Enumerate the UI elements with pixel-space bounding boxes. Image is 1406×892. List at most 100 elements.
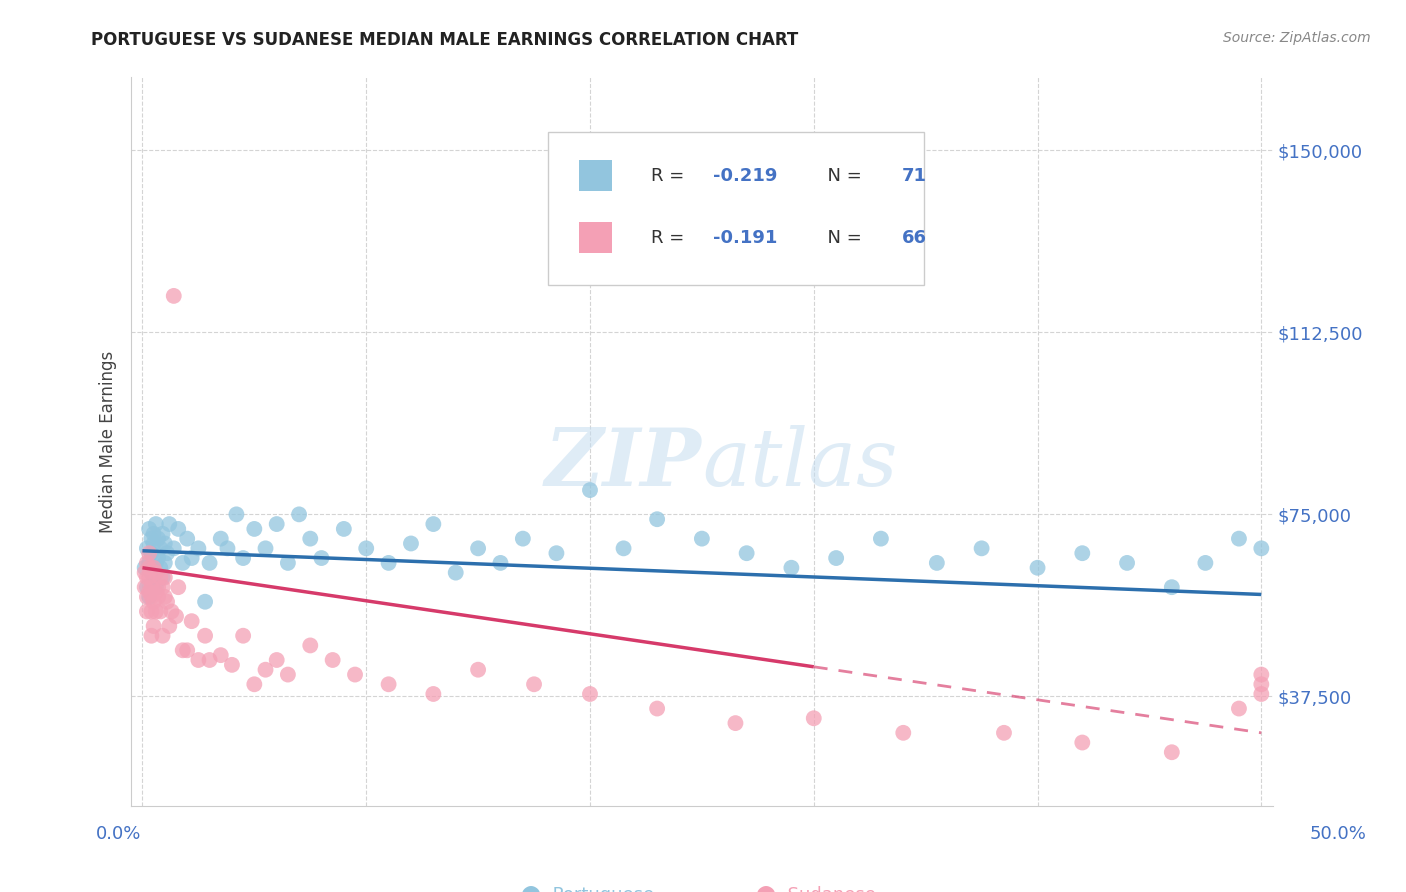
Point — [1160, 580, 1182, 594]
Point — [172, 643, 194, 657]
Point — [142, 536, 165, 550]
Point — [311, 551, 333, 566]
Point — [141, 604, 163, 618]
Point — [135, 556, 157, 570]
Point — [467, 541, 489, 556]
Point — [149, 541, 172, 556]
Y-axis label: Median Male Earnings: Median Male Earnings — [100, 351, 117, 533]
Point — [138, 585, 160, 599]
Text: ⬤  Sudanese: ⬤ Sudanese — [756, 886, 876, 892]
Point — [422, 687, 444, 701]
Point — [217, 541, 239, 556]
Point — [157, 619, 180, 633]
Point — [266, 653, 288, 667]
Point — [146, 590, 169, 604]
Point — [176, 643, 198, 657]
Point — [354, 541, 377, 556]
Point — [172, 556, 194, 570]
Point — [1250, 541, 1272, 556]
Point — [803, 711, 825, 725]
Point — [149, 561, 172, 575]
Text: 0.0%: 0.0% — [96, 825, 141, 843]
Point — [780, 561, 803, 575]
Point — [141, 532, 163, 546]
Point — [134, 561, 156, 575]
Point — [152, 580, 174, 594]
Point — [176, 532, 198, 546]
Point — [232, 551, 254, 566]
Point — [333, 522, 356, 536]
Point — [993, 726, 1015, 740]
Point — [135, 541, 157, 556]
Point — [142, 526, 165, 541]
Point — [146, 580, 169, 594]
Point — [209, 648, 232, 662]
Point — [160, 604, 183, 618]
Point — [152, 570, 174, 584]
Point — [194, 629, 217, 643]
Text: 66: 66 — [901, 228, 927, 247]
Point — [167, 522, 190, 536]
Point — [1227, 532, 1250, 546]
Point — [141, 546, 163, 560]
Text: R =: R = — [651, 167, 689, 185]
Point — [1026, 561, 1049, 575]
Text: Source: ZipAtlas.com: Source: ZipAtlas.com — [1223, 31, 1371, 45]
Text: PORTUGUESE VS SUDANESE MEDIAN MALE EARNINGS CORRELATION CHART: PORTUGUESE VS SUDANESE MEDIAN MALE EARNI… — [91, 31, 799, 49]
Point — [444, 566, 467, 580]
Point — [153, 536, 176, 550]
Text: -0.219: -0.219 — [713, 167, 778, 185]
Text: N =: N = — [815, 228, 868, 247]
Point — [152, 526, 174, 541]
Text: 50.0%: 50.0% — [1310, 825, 1367, 843]
Point — [970, 541, 993, 556]
Point — [1071, 546, 1094, 560]
Point — [156, 546, 179, 560]
Point — [288, 508, 311, 522]
Point — [243, 522, 266, 536]
Point — [156, 595, 179, 609]
Point — [194, 595, 217, 609]
Point — [152, 629, 174, 643]
Point — [134, 580, 156, 594]
Point — [141, 566, 163, 580]
Point — [145, 604, 167, 618]
Point — [221, 657, 243, 672]
Point — [299, 639, 322, 653]
Point — [690, 532, 713, 546]
Text: N =: N = — [815, 167, 868, 185]
Point — [141, 629, 163, 643]
Point — [645, 701, 668, 715]
Point — [266, 517, 288, 532]
Point — [135, 580, 157, 594]
Point — [1194, 556, 1216, 570]
Point — [135, 590, 157, 604]
Point — [277, 667, 299, 681]
Text: -0.191: -0.191 — [713, 228, 778, 247]
Point — [141, 580, 163, 594]
Point — [1116, 556, 1139, 570]
Point — [145, 585, 167, 599]
Point — [163, 289, 186, 303]
Point — [225, 508, 247, 522]
Point — [138, 570, 160, 584]
Bar — [579, 222, 612, 253]
Point — [467, 663, 489, 677]
Point — [141, 590, 163, 604]
Point — [165, 609, 187, 624]
Point — [145, 556, 167, 570]
Point — [523, 677, 546, 691]
Point — [209, 532, 232, 546]
Point — [243, 677, 266, 691]
Text: atlas: atlas — [702, 425, 897, 502]
Point — [399, 536, 422, 550]
Point — [1250, 687, 1272, 701]
Point — [167, 580, 190, 594]
Point — [1227, 701, 1250, 715]
Text: ZIP: ZIP — [546, 425, 702, 502]
Point — [344, 667, 367, 681]
Point — [149, 570, 172, 584]
Point — [187, 541, 209, 556]
Point — [142, 619, 165, 633]
Point — [277, 556, 299, 570]
